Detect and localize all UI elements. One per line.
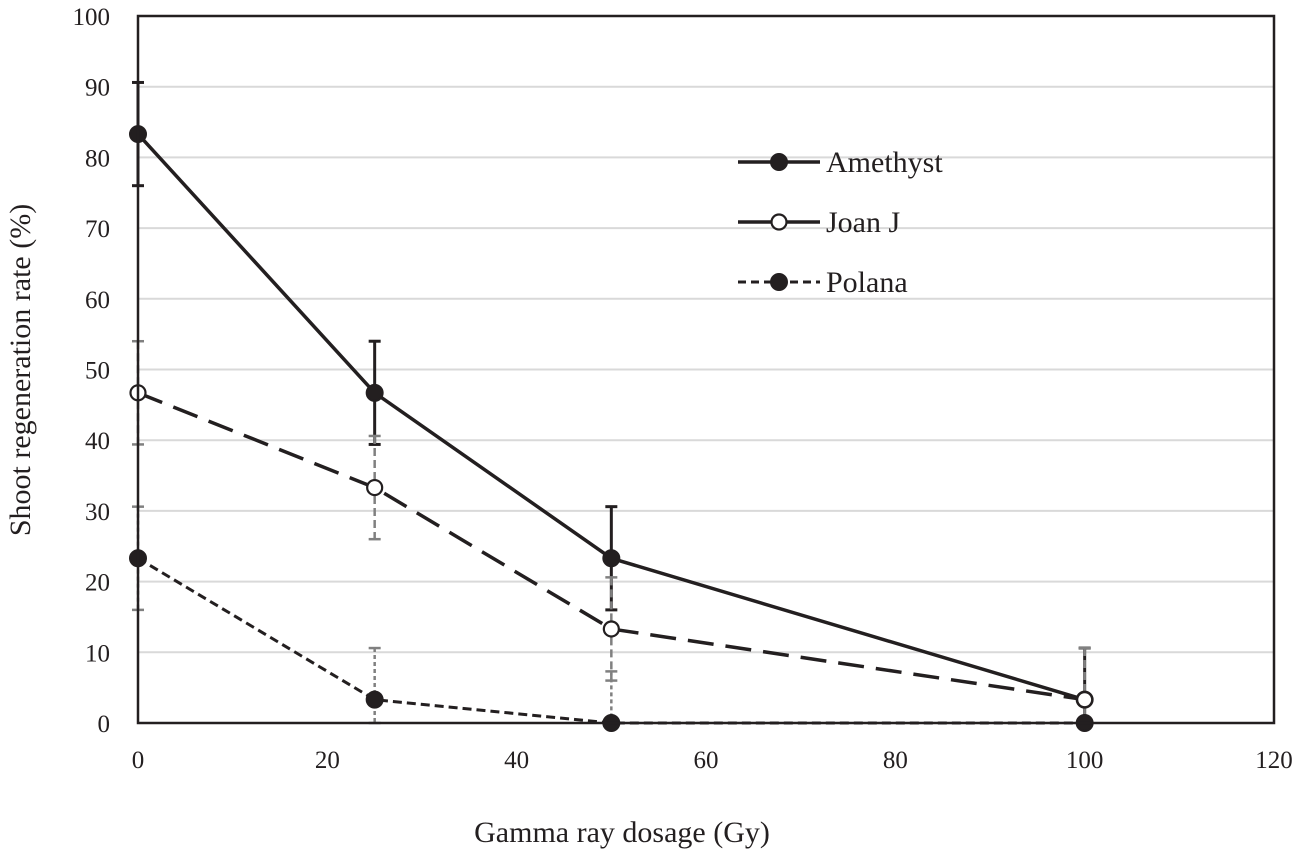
y-tick-label-90: 90 (85, 75, 110, 102)
y-tick-label-30: 30 (85, 499, 110, 526)
y-tick-label-100: 100 (73, 4, 111, 31)
series-line-joan-j (137, 391, 1085, 702)
x-tick-label-120: 120 (1255, 747, 1293, 774)
x-tick-label-80: 80 (883, 747, 908, 774)
legend-marker-amethyst (770, 153, 788, 171)
x-tick-label-20: 20 (315, 747, 340, 774)
data-point-polana-1 (365, 690, 384, 709)
y-tick-label-50: 50 (85, 358, 110, 385)
y-tick-label-80: 80 (85, 145, 110, 172)
legend-item-polana: Polana (738, 266, 908, 299)
legend-label-polana: Polana (826, 266, 908, 299)
gridlines (138, 85, 1274, 654)
x-tick-label-0: 0 (132, 747, 145, 774)
legend-label-amethyst: Amethyst (826, 146, 943, 179)
series-line-amethyst (136, 132, 1086, 702)
legend-item-joan-j: Joan J (738, 206, 900, 239)
plot-frame (136, 14, 1276, 725)
y-tick-label-60: 60 (85, 287, 110, 314)
x-tick-labels: 0 20 40 60 80 100 120 (132, 747, 1293, 774)
data-point-joan-j-3 (1076, 691, 1094, 709)
data-point-amethyst-1 (365, 383, 384, 402)
y-tick-label-10: 10 (85, 640, 110, 667)
data-point-amethyst-2 (602, 549, 621, 568)
y-tick-label-40: 40 (85, 428, 110, 455)
legend-label-joan-j: Joan J (826, 206, 900, 239)
legend: Amethyst Joan J Polana (738, 146, 943, 299)
y-tick-labels: 0 10 20 30 40 50 60 70 80 90 100 (73, 4, 111, 738)
legend-marker-joan-j (770, 213, 788, 231)
x-tick-label-40: 40 (504, 747, 529, 774)
legend-item-amethyst: Amethyst (738, 146, 943, 179)
x-axis-title: Gamma ray dosage (Gy) (474, 816, 770, 849)
data-point-joan-j-2 (602, 620, 620, 638)
legend-marker-polana (770, 273, 788, 291)
y-tick-label-70: 70 (85, 216, 110, 243)
y-tick-label-20: 20 (85, 570, 110, 597)
x-tick-label-60: 60 (694, 747, 719, 774)
y-axis-title: Shoot regeneration rate (%) (4, 204, 37, 536)
data-point-joan-j-1 (366, 478, 384, 497)
y-tick-label-0: 0 (98, 711, 111, 738)
x-tick-label-100: 100 (1066, 747, 1104, 774)
